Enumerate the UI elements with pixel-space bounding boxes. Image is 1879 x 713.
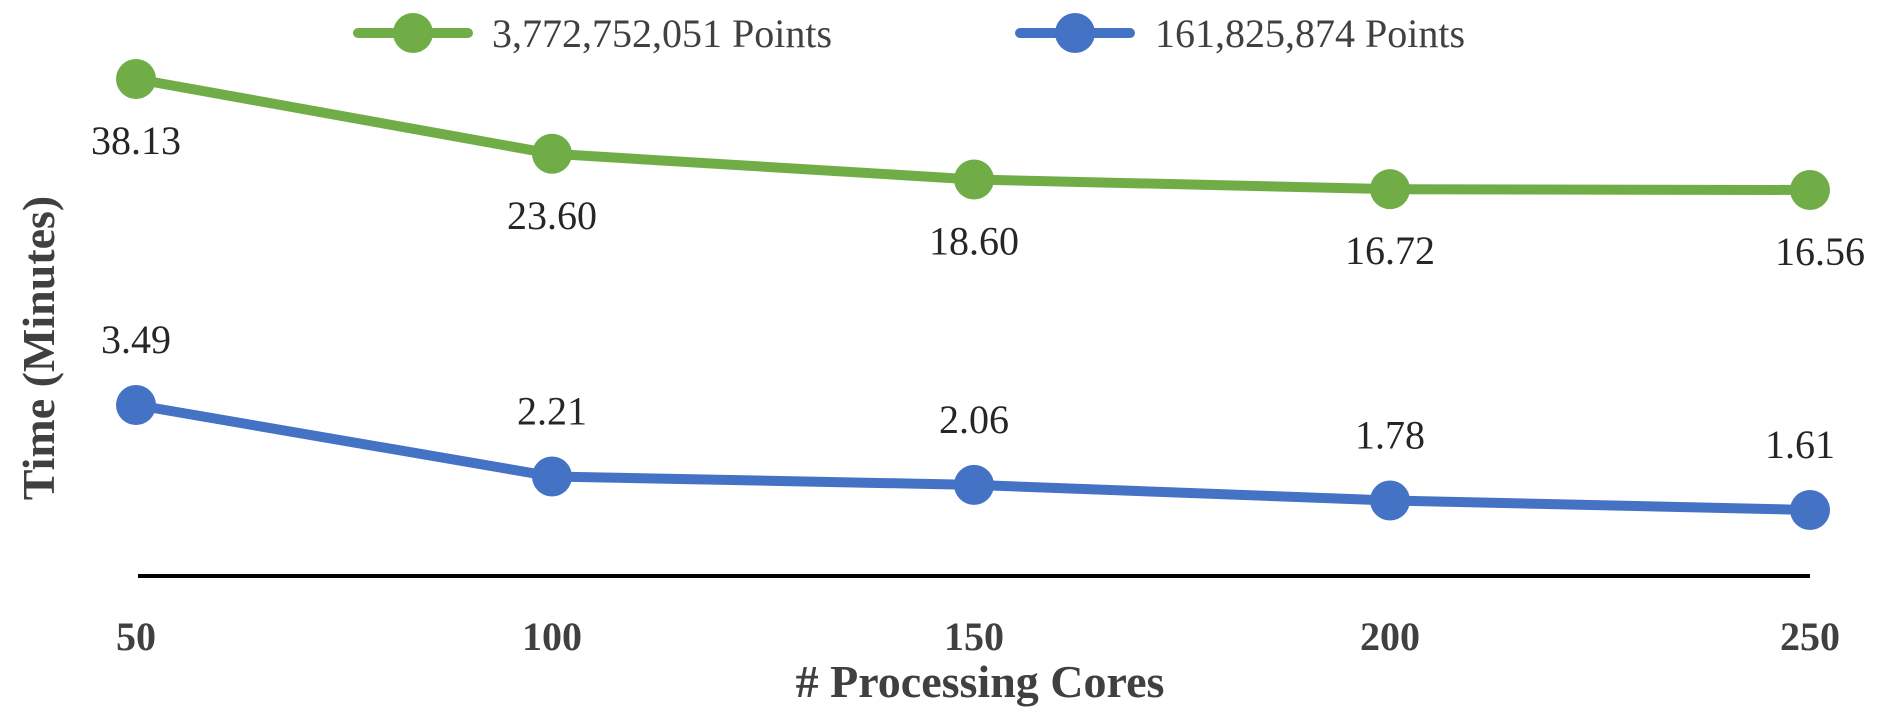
x-axis-title: # Processing Cores	[796, 656, 1165, 707]
x-tick-label: 200	[1360, 614, 1420, 659]
data-label: 1.61	[1765, 422, 1835, 467]
data-label: 2.21	[517, 388, 587, 433]
legend-item-series-1: 3,772,752,051 Points	[353, 11, 832, 56]
legend-label-series-1: 3,772,752,051 Points	[492, 11, 832, 56]
data-label: 1.78	[1355, 413, 1425, 458]
data-label: 18.60	[929, 219, 1019, 264]
series-2: 3.49 2.21 2.06 1.78 1.61	[101, 317, 1835, 530]
x-tick-label: 150	[944, 614, 1004, 659]
legend-item-series-2: 161,825,874 Points	[1015, 11, 1465, 56]
legend-label-series-2: 161,825,874 Points	[1155, 11, 1465, 56]
data-label: 2.06	[939, 397, 1009, 442]
data-point	[1790, 490, 1830, 530]
data-point	[116, 385, 156, 425]
series-1: 38.13 23.60 18.60 16.72 16.56	[91, 59, 1865, 274]
data-point	[1370, 480, 1410, 521]
y-axis-title: Time (Minutes)	[13, 196, 64, 501]
data-point	[532, 133, 572, 174]
legend: 3,772,752,051 Points 161,825,874 Points	[353, 11, 1465, 56]
data-point	[532, 456, 572, 497]
x-tick-label: 50	[116, 614, 156, 659]
x-tick-labels: 50 100 150 200 250	[116, 614, 1840, 659]
data-label: 23.60	[507, 193, 597, 238]
data-point	[954, 464, 994, 505]
legend-swatch-marker-series-2	[1055, 13, 1095, 53]
data-label: 16.72	[1345, 228, 1435, 273]
data-point	[1370, 169, 1410, 210]
data-label: 16.56	[1775, 229, 1865, 274]
data-label: 3.49	[101, 317, 171, 362]
data-point	[1790, 170, 1830, 210]
x-tick-label: 250	[1780, 614, 1840, 659]
data-point	[116, 59, 156, 99]
legend-swatch-marker-series-1	[393, 13, 433, 53]
data-point	[954, 159, 994, 200]
data-label: 38.13	[91, 118, 181, 163]
x-tick-label: 100	[522, 614, 582, 659]
